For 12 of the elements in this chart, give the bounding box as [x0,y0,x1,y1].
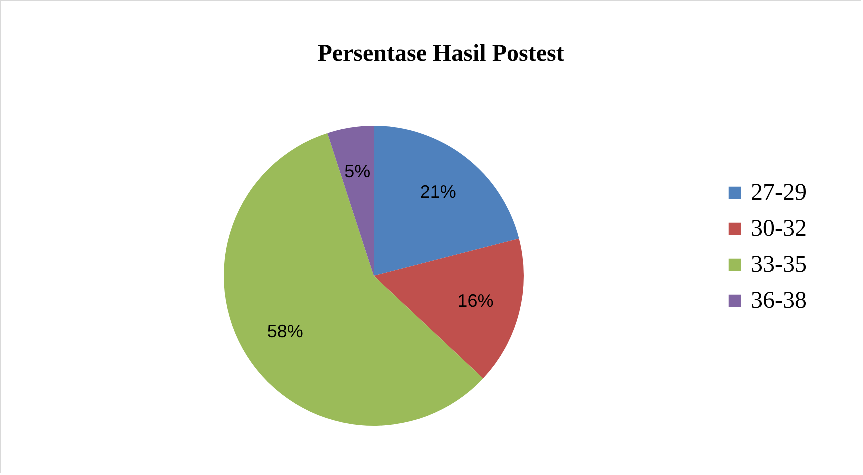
data-label: 21% [420,182,456,202]
legend-label: 33-35 [751,252,807,278]
chart-title: Persentase Hasil Postest [318,41,564,67]
pie-slice [328,126,374,276]
data-label: 16% [458,291,494,312]
data-label: 5% [344,161,371,182]
pie-slice [374,238,524,379]
pie-slice [374,126,520,276]
legend-label: 27-29 [751,180,807,206]
legend-label: 30-32 [751,216,807,242]
data-label: 58% [267,321,304,342]
legend-label: 36-38 [751,288,807,314]
